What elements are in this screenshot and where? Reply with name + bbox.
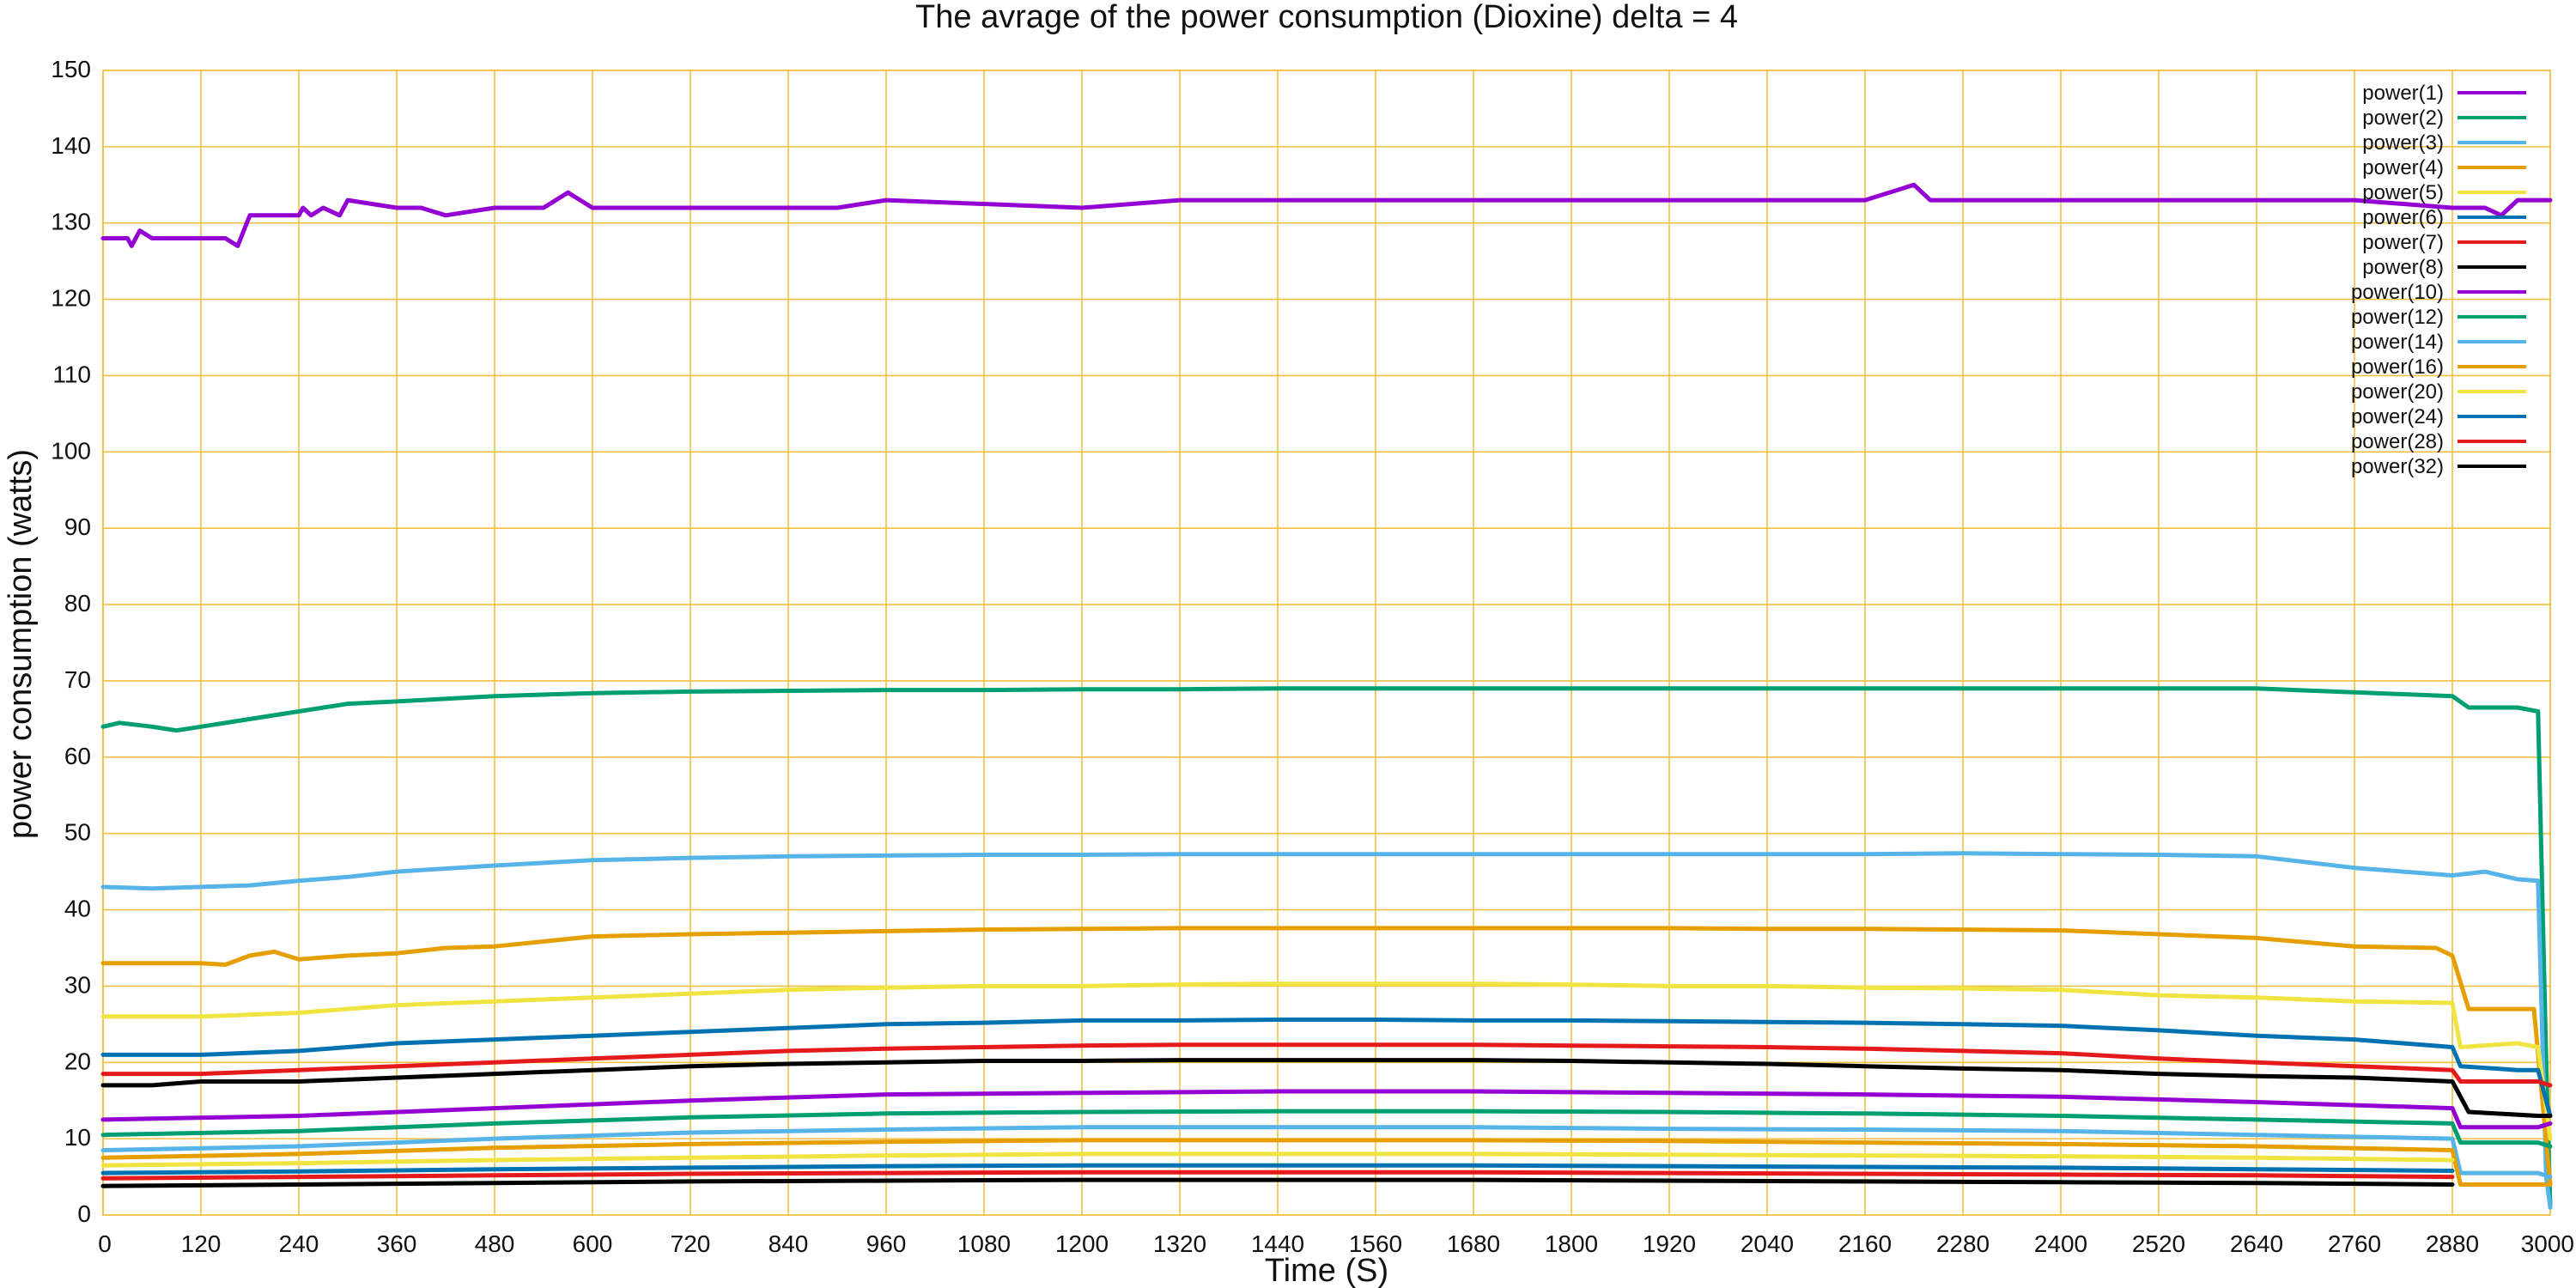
x-tick-label: 840 [769,1230,809,1257]
legend-label: power(2) [2362,106,2444,130]
legend-label: power(7) [2362,231,2444,254]
legend-label: power(6) [2362,206,2444,229]
legend-label: power(3) [2362,131,2444,155]
x-tick-label: 2280 [1936,1230,1990,1257]
legend-label: power(16) [2351,355,2444,379]
legend: power(1)power(2)power(3)power(4)power(5)… [2351,82,2526,478]
legend-label: power(8) [2362,256,2444,279]
y-tick-label: 0 [77,1200,91,1227]
legend-label: power(12) [2351,306,2444,329]
y-tick-label: 130 [51,209,91,235]
series-line-power12 [100,1109,2553,1149]
legend-label: power(14) [2351,331,2444,354]
x-tick-label: 120 [181,1230,222,1257]
y-axis-title: power consumption (watts) [3,449,39,839]
series-line-power2 [100,686,2553,1210]
x-tick-label: 1800 [1545,1230,1598,1257]
x-tick-label: 240 [279,1230,319,1257]
x-tick-label: 360 [377,1230,417,1257]
legend-label: power(5) [2362,181,2444,204]
y-tick-label: 110 [52,361,91,387]
series-line-power16 [100,1138,2553,1187]
legend-label: power(20) [2351,380,2444,404]
series-line-power4 [100,926,2553,1187]
series-line-power14 [100,1125,2553,1180]
series-line-power3 [100,851,2553,1210]
y-tick-label: 50 [64,819,91,846]
x-tick-label: 1080 [957,1230,1011,1257]
x-tick-label: 2400 [2034,1230,2087,1257]
x-tick-label: 1920 [1643,1230,1696,1257]
series-line-power10 [100,1089,2553,1130]
series-line-power24 [100,1163,2455,1176]
x-tick-label: 2760 [2328,1230,2381,1257]
x-tick-label: 2880 [2426,1230,2479,1257]
y-tick-label: 40 [64,896,91,922]
legend-label: power(10) [2351,281,2444,304]
legend-label: power(28) [2351,430,2444,453]
x-tick-label: 1560 [1349,1230,1402,1257]
y-tick-label: 30 [64,971,91,998]
series-line-power32 [100,1177,2455,1188]
x-tick-label: 2040 [1741,1230,1794,1257]
x-tick-label: 1680 [1447,1230,1500,1257]
y-tick-label: 60 [64,743,91,769]
series-line-power28 [100,1170,2455,1181]
x-tick-label: 2520 [2132,1230,2185,1257]
y-tick-label: 90 [64,513,91,540]
series-line-power1 [100,182,2553,248]
legend-label: power(24) [2351,405,2444,428]
x-tick-label: 0 [98,1230,112,1257]
legend-label: power(4) [2362,156,2444,179]
y-tick-label: 80 [64,590,91,617]
legend-label: power(32) [2351,455,2444,478]
legend-label: power(1) [2362,82,2444,105]
y-tick-label: 20 [64,1048,91,1074]
plot-frame [102,70,2551,1216]
series-line-power8 [100,1058,2553,1118]
x-tick-label: 960 [866,1230,907,1257]
grid-lines [102,70,2551,1216]
y-tick-label: 140 [51,132,91,159]
x-tick-label: 480 [475,1230,515,1257]
y-tick-label: 100 [51,437,91,464]
x-axis-title: Time (S) [1265,1253,1388,1288]
series-line-power6 [100,1018,2553,1118]
series-line-power5 [100,981,2553,1141]
x-tick-label: 1200 [1055,1230,1109,1257]
series-line-power7 [100,1042,2553,1088]
x-tick-label: 1440 [1251,1230,1304,1257]
y-tick-label: 150 [51,56,91,82]
series-line-power20 [100,1151,2455,1168]
x-tick-label: 720 [671,1230,711,1257]
y-axis-ticks: 0 10 20 30 40 50 60 70 80 90 100 110 120 130 140 150 [51,56,91,1227]
series-lines [100,182,2553,1210]
y-tick-label: 10 [64,1124,91,1151]
x-tick-label: 3000 [2521,1230,2574,1257]
chart-title: The avrage of the power consumption (Dio… [915,0,1738,35]
y-tick-label: 70 [64,666,91,693]
x-tick-label: 1320 [1153,1230,1206,1257]
x-tick-label: 2640 [2230,1230,2283,1257]
y-tick-label: 120 [51,285,91,312]
x-axis-ticks: 0 120 240 360 480 600 720 840 960 1080 1200 1320 144… [98,1230,2574,1257]
x-tick-label: 600 [573,1230,613,1257]
x-tick-label: 2160 [1838,1230,1892,1257]
